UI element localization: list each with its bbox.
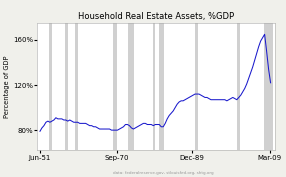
Bar: [112, 23, 116, 150]
Bar: [264, 23, 273, 150]
Bar: [65, 23, 68, 150]
Bar: [75, 23, 78, 150]
Text: data: federalreserve.gov, stlouisfed.org, shtg.org: data: federalreserve.gov, stlouisfed.org…: [113, 171, 213, 175]
Bar: [153, 23, 155, 150]
Bar: [195, 23, 198, 150]
Y-axis label: Percentage of GDP: Percentage of GDP: [4, 55, 10, 118]
Title: Household Real Estate Assets, %GDP: Household Real Estate Assets, %GDP: [78, 12, 234, 21]
Bar: [128, 23, 134, 150]
Bar: [237, 23, 240, 150]
Bar: [49, 23, 52, 150]
Bar: [159, 23, 164, 150]
